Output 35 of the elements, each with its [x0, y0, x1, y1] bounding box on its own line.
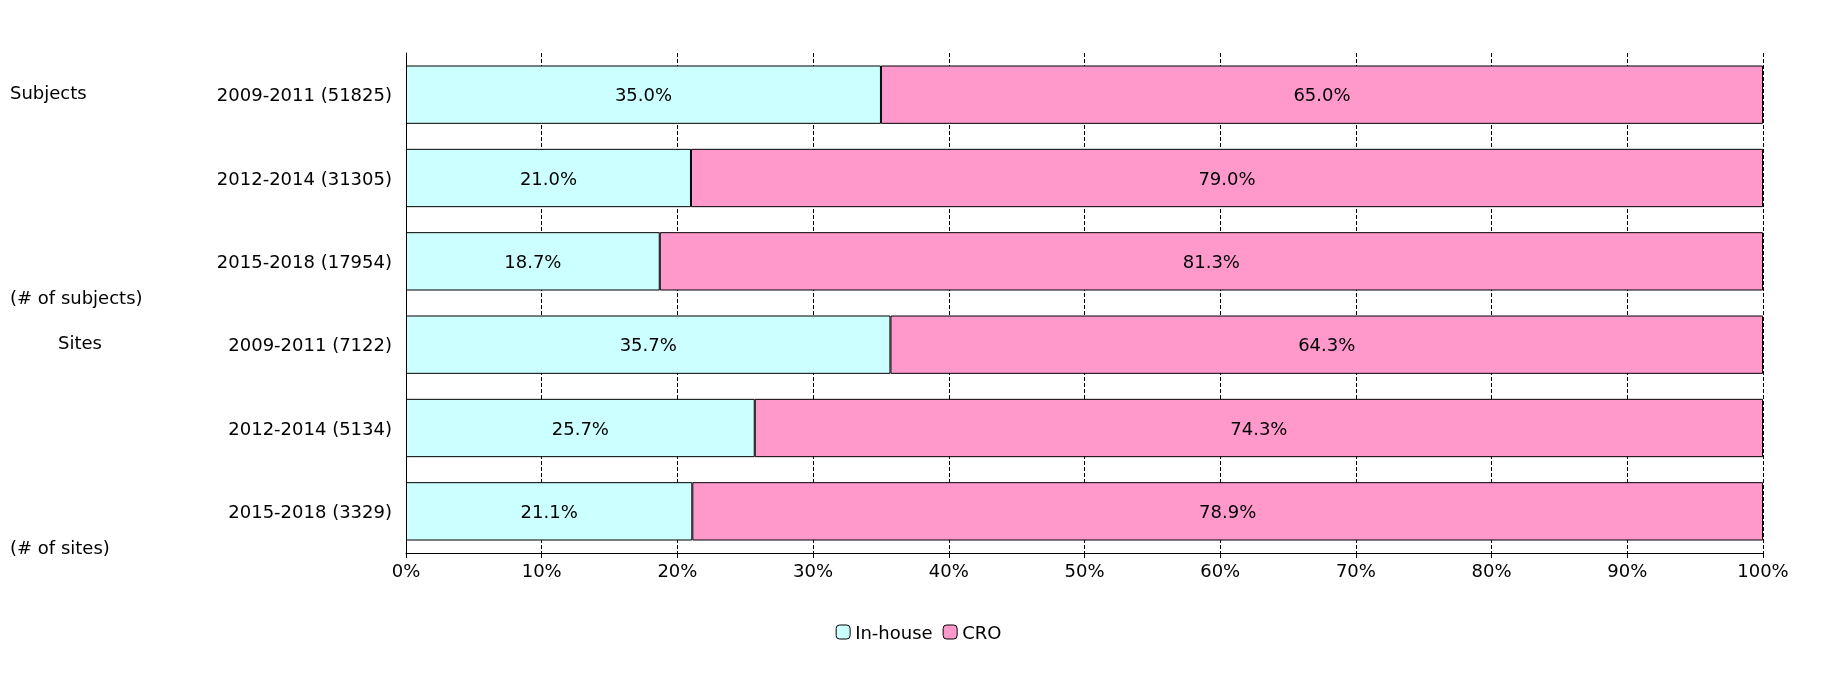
y-tick-label: 2012-2014 (5134) [228, 417, 392, 439]
data-label: 35.0% [614, 84, 673, 106]
legend-label: CRO [962, 621, 1002, 643]
y-tick-label: 2012-2014 (31305) [216, 167, 392, 189]
y-tick-label: 2009-2011 (51825) [216, 84, 392, 106]
x-tick-label: 0% [391, 559, 421, 581]
data-label: 64.3% [1298, 334, 1356, 356]
x-tick-label: 20% [657, 559, 698, 581]
x-tick-label: 50% [1064, 559, 1105, 581]
data-label: 81.3% [1182, 250, 1240, 272]
text: Sites [58, 332, 102, 354]
legend-label: In-house [855, 621, 933, 643]
y-tick-label: 2015-2018 (3329) [228, 500, 392, 522]
data-label: 78.9% [1199, 500, 1257, 522]
y-tick-label: 2009-2011 (7122) [228, 334, 392, 356]
x-tick-label: 60% [1200, 559, 1241, 581]
data-label: 21.0% [519, 167, 578, 189]
data-label: 65.0% [1293, 84, 1351, 106]
x-tick-label: 70% [1335, 559, 1376, 581]
y-tick-label: 2015-2018 (17954) [216, 250, 392, 272]
text: (# of sites) [10, 536, 110, 558]
data-label: 18.7% [504, 250, 562, 272]
data-label: 35.7% [619, 334, 677, 356]
data-label: 79.0% [1198, 167, 1256, 189]
x-tick-label: 90% [1607, 559, 1648, 581]
x-tick-label: 80% [1471, 559, 1512, 581]
data-label: 74.3% [1230, 417, 1288, 439]
x-tick-label: 30% [793, 559, 834, 581]
data-label: 25.7% [551, 417, 609, 439]
x-tick-label: 40% [928, 559, 969, 581]
text: Subjects [10, 82, 87, 104]
text: (# of subjects) [10, 286, 143, 308]
x-tick-label: 100% [1737, 559, 1789, 581]
data-label: 21.1% [520, 500, 578, 522]
x-tick-label: 10% [521, 559, 562, 581]
